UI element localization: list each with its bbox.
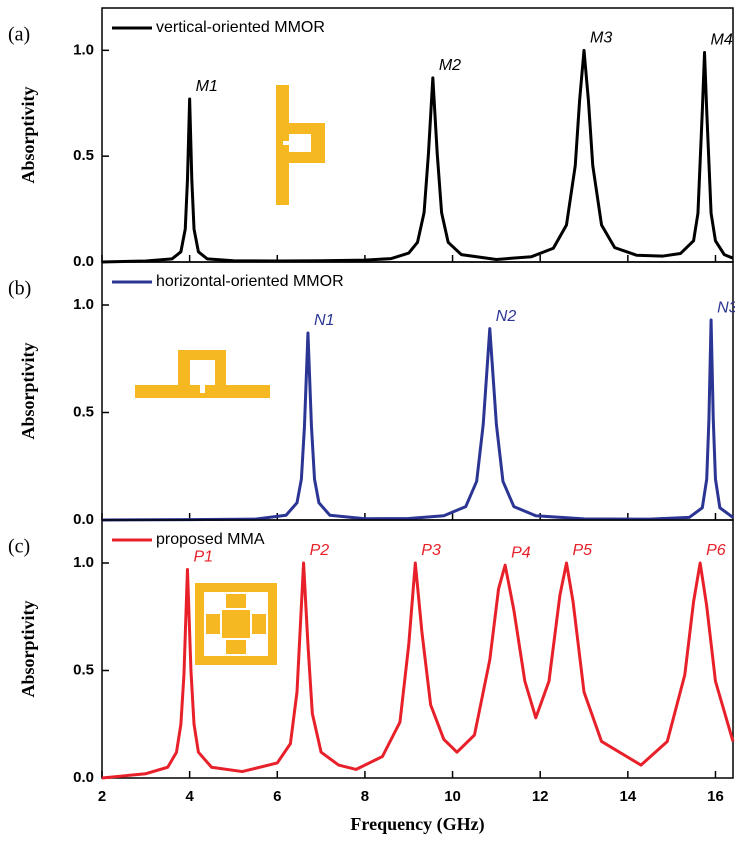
y-tick-label: 0.5 [73,661,94,678]
y-axis-label: Absorptivity [18,342,38,439]
y-tick-label: 0.0 [73,511,94,528]
peak-label: P3 [421,542,441,559]
line-series [101,48,734,264]
inset-vertical [276,85,325,205]
legend-label: proposed MMA [156,531,265,548]
plot-frame [101,519,734,779]
legend-label: horizontal-oriented MMOR [156,273,344,290]
x-tick-label: 16 [707,788,724,805]
peak-label: P5 [572,542,592,559]
inset-square [195,583,277,665]
panel-label: (a) [8,24,30,46]
panel-label: (c) [8,536,30,558]
x-tick-label: 6 [273,788,281,805]
x-axis-label: Frequency (GHz) [350,814,484,835]
y-axis-label: Absorptivity [18,600,38,697]
peak-label: P2 [310,542,330,559]
legend-label: vertical-oriented MMOR [156,19,325,36]
x-tick-label: 12 [532,788,549,805]
peak-label: M3 [590,30,612,47]
plot-frame [101,7,734,263]
peak-label: P6 [706,542,726,559]
y-tick-label: 0.0 [73,769,94,786]
peak-label: M2 [439,57,461,74]
y-tick-label: 0.0 [73,253,94,270]
y-tick-label: 0.5 [73,147,94,164]
peak-label: P4 [511,544,531,561]
x-tick-label: 10 [444,788,461,805]
y-axis-label: Absorptivity [18,86,38,183]
x-tick-label: 2 [98,788,106,805]
peak-label: P1 [193,549,213,566]
x-tick-label: 4 [185,788,194,805]
x-tick-label: 14 [619,788,636,805]
panel-label: (b) [8,278,31,300]
line-series [101,318,734,522]
x-tick-label: 8 [361,788,369,805]
y-tick-label: 1.0 [73,41,94,58]
peak-label: N2 [496,308,517,325]
inset-horizontal [135,350,270,398]
y-tick-label: 1.0 [73,554,94,571]
line-series [101,561,735,780]
peak-label: M4 [711,32,733,49]
y-tick-label: 1.0 [73,296,94,313]
y-tick-label: 0.5 [73,403,94,420]
peak-label: N3 [717,299,735,316]
peak-label: M1 [196,78,218,95]
peak-label: N1 [314,312,334,329]
